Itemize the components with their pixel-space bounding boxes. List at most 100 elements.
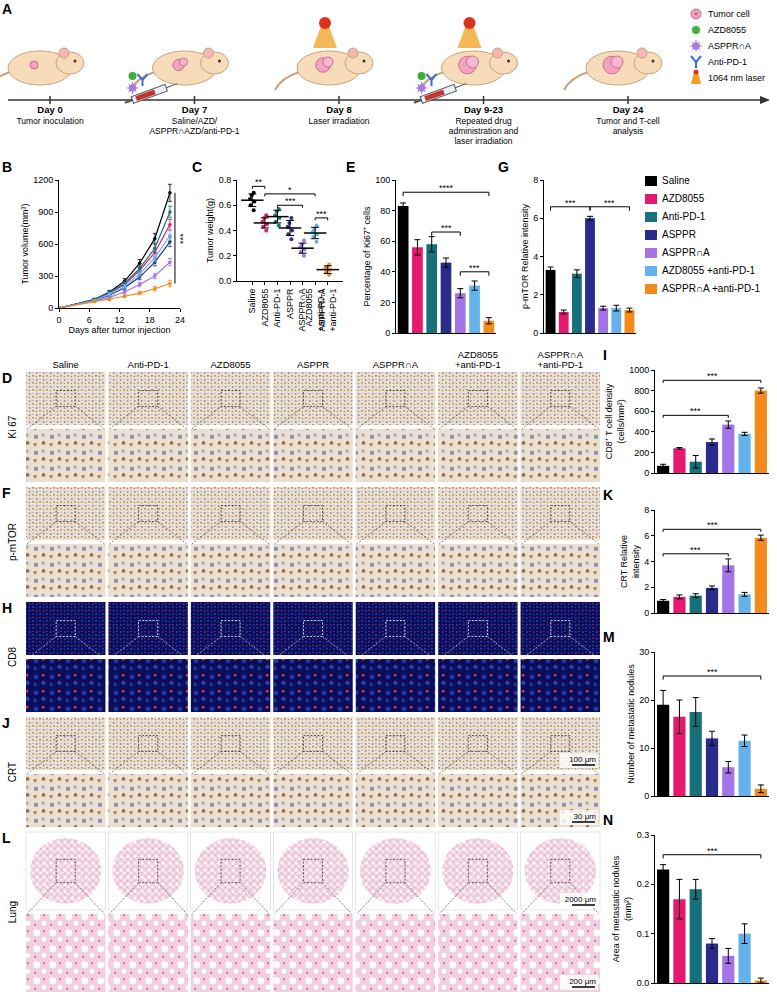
svg-text:1000: 1000	[629, 365, 649, 375]
svg-text:Tumor and T-cell: Tumor and T-cell	[596, 116, 659, 126]
svg-text:***: ***	[707, 667, 718, 677]
svg-text:24: 24	[175, 315, 185, 325]
svg-text:***: ***	[178, 233, 188, 244]
svg-text:Saline/AZD/: Saline/AZD/	[172, 116, 218, 126]
svg-text:30: 30	[639, 647, 649, 657]
svg-text:+anti-PD-1: +anti-PD-1	[455, 359, 501, 370]
svg-text:Lung: Lung	[7, 901, 18, 923]
svg-text:D: D	[2, 370, 12, 386]
svg-text:0.8: 0.8	[219, 175, 232, 185]
svg-text:ASPPR: ASPPR	[297, 359, 329, 370]
svg-text:0: 0	[385, 328, 390, 338]
svg-text:8: 8	[533, 175, 538, 185]
svg-text:4: 4	[644, 557, 649, 567]
svg-text:0: 0	[56, 315, 61, 325]
svg-text:300: 300	[38, 271, 53, 281]
svg-text:F: F	[2, 485, 11, 501]
svg-text:1200: 1200	[33, 175, 53, 185]
svg-text:CRT Relativeintensity: CRT Relativeintensity	[619, 535, 641, 588]
svg-text:4: 4	[533, 252, 538, 262]
svg-text:Day 24: Day 24	[613, 104, 644, 115]
svg-text:***: ***	[707, 846, 718, 856]
svg-text:20: 20	[380, 298, 390, 308]
svg-text:administration and: administration and	[449, 126, 519, 136]
svg-text:***: ***	[285, 196, 296, 206]
svg-text:H: H	[2, 600, 12, 616]
svg-text:Saline: Saline	[247, 289, 257, 314]
svg-text:CRT: CRT	[7, 762, 18, 782]
svg-text:200: 200	[634, 448, 649, 458]
svg-text:100: 100	[375, 175, 390, 185]
svg-text:0.0: 0.0	[637, 978, 650, 988]
svg-text:CD8: CD8	[7, 647, 18, 667]
svg-text:ASPPR∩AZD/anti-PD-1: ASPPR∩AZD/anti-PD-1	[149, 126, 239, 136]
svg-text:ASPPR∩A: ASPPR∩A	[297, 289, 307, 332]
svg-text:ASPPR∩A+anti-PD-1: ASPPR∩A+anti-PD-1	[317, 289, 339, 332]
svg-text:AZD8055: AZD8055	[211, 359, 251, 370]
svg-text:0.3: 0.3	[637, 830, 650, 840]
svg-text:Tumor cell: Tumor cell	[708, 9, 750, 19]
svg-text:***: ***	[565, 198, 576, 208]
svg-text:Tumor inoculation: Tumor inoculation	[16, 116, 84, 126]
svg-text:p-mTOR: p-mTOR	[7, 523, 18, 561]
svg-text:0: 0	[48, 303, 53, 313]
svg-text:Tumor volume(mm³): Tumor volume(mm³)	[20, 203, 30, 284]
svg-text:Day 9-23: Day 9-23	[464, 104, 503, 115]
svg-text:2: 2	[644, 582, 649, 592]
svg-text:6: 6	[644, 531, 649, 541]
svg-text:p-mTOR Relative intensity: p-mTOR Relative intensity	[520, 204, 530, 309]
svg-text:Ki 67: Ki 67	[7, 415, 18, 438]
svg-text:0.2: 0.2	[219, 251, 232, 261]
svg-text:ASPPR: ASPPR	[285, 288, 295, 319]
svg-text:0: 0	[533, 328, 538, 338]
svg-text:AZD8055+anti-PD-1: AZD8055+anti-PD-1	[304, 289, 326, 332]
svg-text:ASPPR∩A: ASPPR∩A	[373, 359, 419, 370]
svg-text:0.1: 0.1	[637, 929, 650, 939]
svg-text:Percentage of Ki67⁺ cells: Percentage of Ki67⁺ cells	[362, 206, 372, 307]
svg-text:400: 400	[634, 427, 649, 437]
svg-text:60: 60	[380, 236, 390, 246]
svg-text:Anti-PD-1: Anti-PD-1	[272, 289, 282, 328]
svg-text:Day 8: Day 8	[326, 104, 351, 115]
svg-text:laser irradiation: laser irradiation	[454, 136, 512, 146]
svg-text:Repeated drug: Repeated drug	[455, 116, 512, 126]
svg-text:0.0: 0.0	[219, 276, 232, 286]
svg-text:30 μm: 30 μm	[574, 812, 597, 821]
svg-text:20: 20	[639, 695, 649, 705]
svg-text:2: 2	[533, 290, 538, 300]
svg-text:Tumor weight(g): Tumor weight(g)	[205, 198, 215, 263]
svg-text:800: 800	[634, 386, 649, 396]
svg-text:Anti-PD-1: Anti-PD-1	[128, 359, 169, 370]
svg-text:0.4: 0.4	[219, 226, 232, 236]
svg-text:18: 18	[145, 315, 155, 325]
svg-text:600: 600	[634, 406, 649, 416]
svg-text:200 μm: 200 μm	[569, 977, 596, 986]
svg-text:***: ***	[707, 371, 718, 381]
svg-text:Days after tumor injection: Days after tumor injection	[68, 325, 170, 335]
svg-text:6: 6	[87, 315, 92, 325]
svg-text:Laser irradiation: Laser irradiation	[309, 116, 370, 126]
svg-text:12: 12	[114, 315, 124, 325]
svg-text:Day 0: Day 0	[37, 104, 62, 115]
svg-text:CD8⁺ T cell density(cells/mm²): CD8⁺ T cell density(cells/mm²)	[604, 383, 626, 459]
svg-text:***: ***	[316, 209, 327, 219]
svg-text:AZD8055: AZD8055	[708, 25, 746, 35]
svg-text:900: 900	[38, 207, 53, 217]
svg-text:100 μm: 100 μm	[569, 755, 596, 764]
svg-text:8: 8	[644, 505, 649, 515]
svg-text:***: ***	[441, 223, 452, 233]
svg-text:Saline: Saline	[53, 359, 79, 370]
svg-text:L: L	[2, 830, 11, 846]
svg-text:0.2: 0.2	[637, 879, 650, 889]
svg-text:10: 10	[639, 743, 649, 753]
svg-text:analysis: analysis	[613, 126, 644, 136]
svg-text:****: ****	[439, 183, 454, 193]
svg-text:0: 0	[644, 791, 649, 801]
svg-text:Anti-PD-1: Anti-PD-1	[708, 57, 747, 67]
svg-text:Area of metastatic nodules(mm²: Area of metastatic nodules(mm²)	[611, 855, 633, 962]
svg-text:1064 nm laser: 1064 nm laser	[708, 73, 765, 83]
svg-text:2000 μm: 2000 μm	[565, 895, 597, 904]
svg-text:600: 600	[38, 239, 53, 249]
svg-text:ASPPR∩A: ASPPR∩A	[708, 41, 751, 51]
svg-text:+anti-PD-1: +anti-PD-1	[537, 359, 583, 370]
